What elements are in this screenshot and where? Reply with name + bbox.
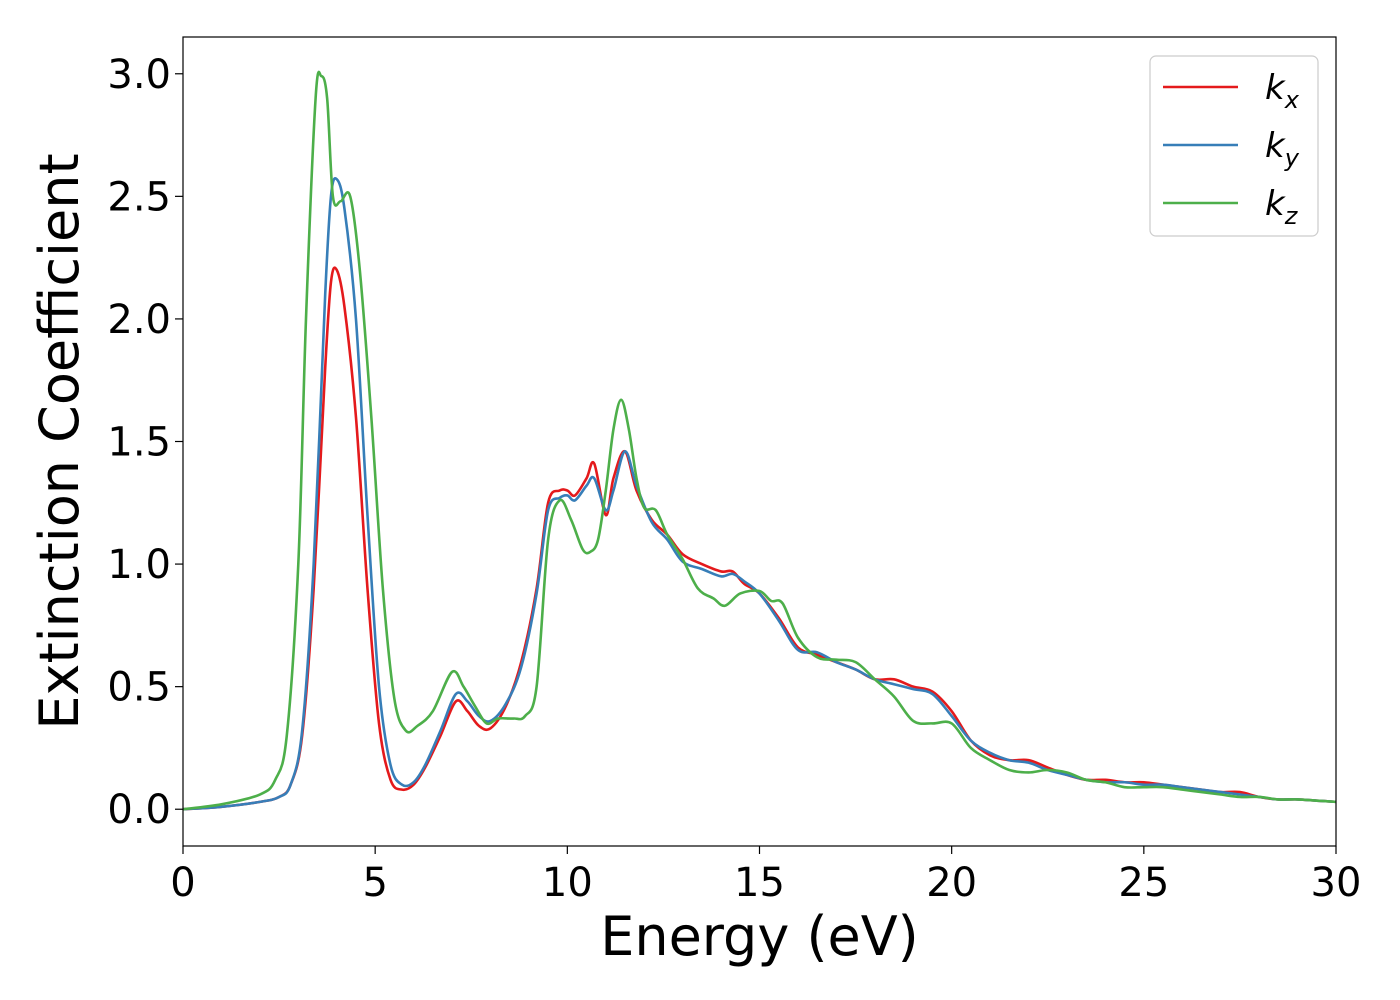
legend-label-base: k: [1265, 126, 1286, 166]
x-tick-label: 5: [362, 860, 387, 906]
x-tick-label: 15: [734, 860, 785, 906]
legend-label-subscript: x: [1284, 86, 1300, 114]
legend-label-subscript: z: [1284, 202, 1299, 230]
series-line-kz: [182, 70, 1337, 811]
y-tick-label: 2.5: [107, 174, 171, 220]
legend-label-kx: kx: [1265, 68, 1300, 114]
y-tick-label: 3.0: [107, 52, 171, 98]
y-tick-label: 0.0: [107, 787, 171, 833]
x-tick-label: 30: [1311, 860, 1362, 906]
legend-label-kz: kz: [1265, 184, 1299, 230]
legend-label-base: k: [1265, 68, 1286, 108]
x-tick-label: 20: [926, 860, 977, 906]
legend-label-ky: ky: [1265, 126, 1300, 172]
x-axis-ticks: 0 5 10 15 20 25 30: [170, 846, 1361, 906]
y-tick-label: 1.5: [107, 420, 171, 466]
x-tick-label: 25: [1118, 860, 1169, 906]
y-tick-label: 0.5: [107, 665, 171, 711]
x-tick-label: 10: [542, 860, 593, 906]
y-axis-label: Extinction Coefficient: [28, 153, 91, 729]
y-tick-label: 1.0: [107, 542, 171, 588]
x-axis-label: Energy (eV): [600, 905, 919, 968]
series-line-ky: [182, 177, 1337, 811]
y-tick-label: 2.0: [107, 297, 171, 343]
series-line-kx: [182, 266, 1337, 811]
y-axis-ticks: 0.0 0.5 1.0 1.5 2.0 2.5 3.0: [107, 52, 183, 833]
legend-label-subscript: y: [1284, 144, 1300, 172]
x-tick-label: 0: [170, 860, 195, 906]
series-layer: [182, 70, 1337, 811]
legend-label-base: k: [1265, 184, 1286, 224]
